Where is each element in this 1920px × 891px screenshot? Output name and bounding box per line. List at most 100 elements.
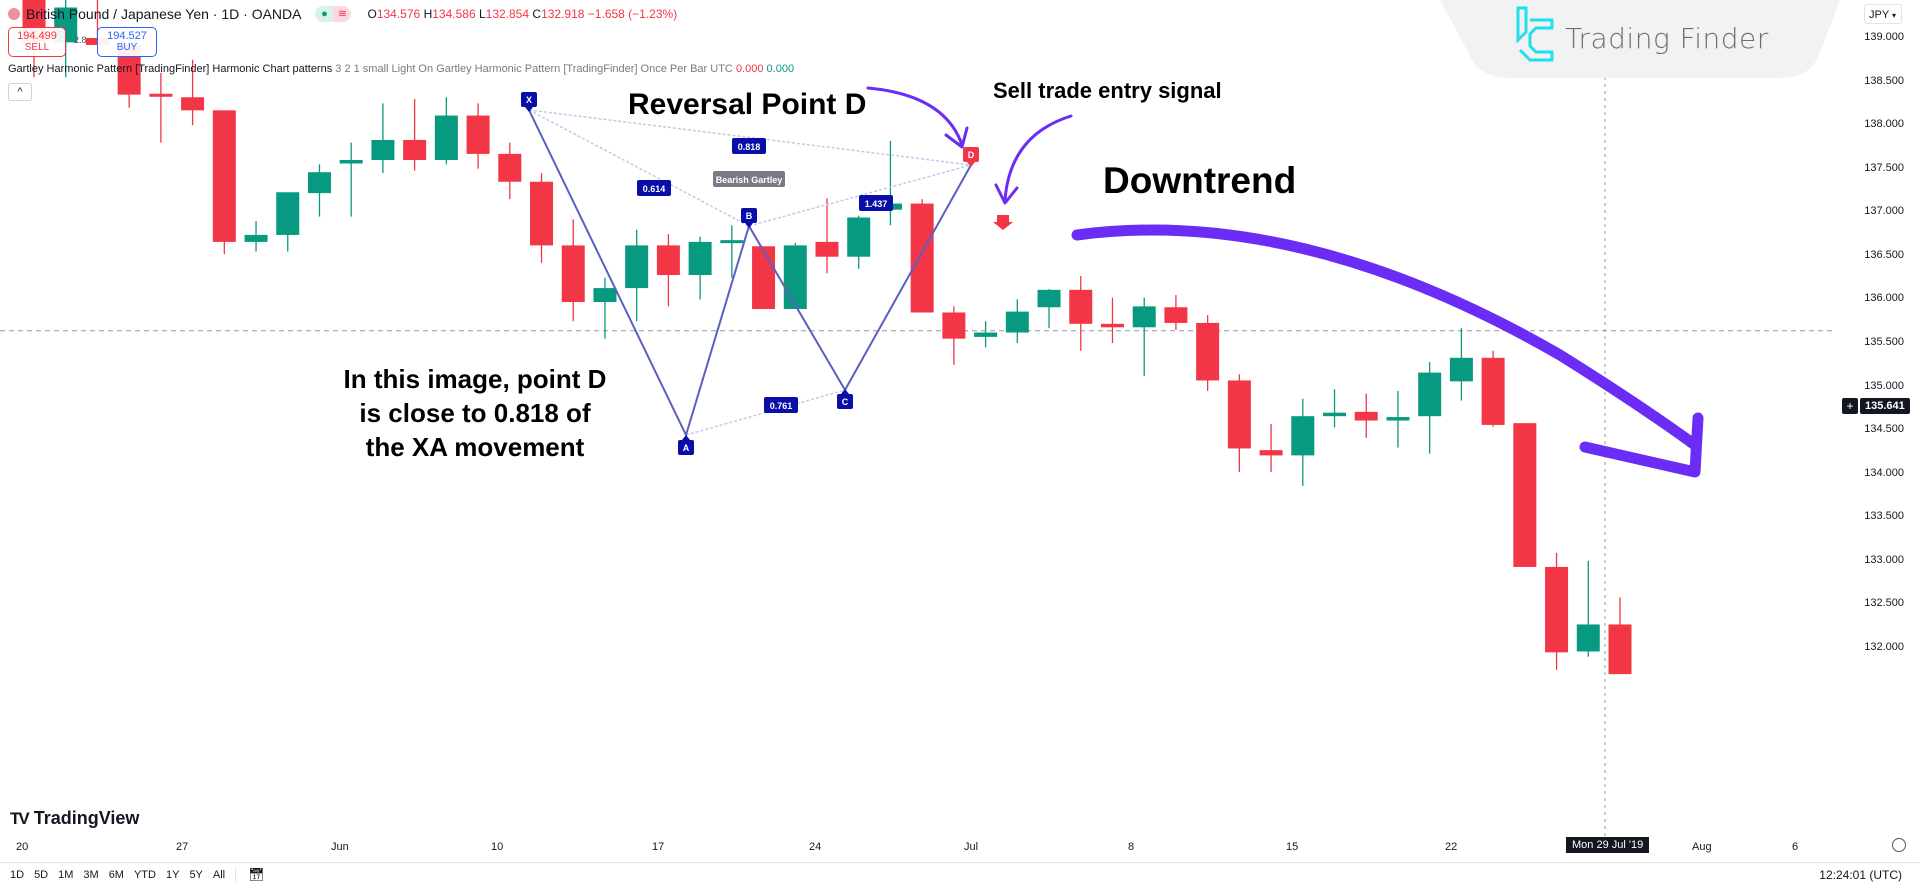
candle[interactable] [561,219,585,322]
sell-price: 194.499 [17,30,57,42]
candle[interactable] [530,173,554,263]
price-change: −1.658 (−1.23%) [587,7,678,21]
range-button-5y[interactable]: 5Y [189,869,203,881]
candle[interactable] [212,110,236,255]
symbol-title[interactable]: British Pound / Japanese Yen · 1D · OAND… [26,6,302,22]
candle[interactable] [656,234,680,307]
ohlc-values: O134.576 H134.586 L132.854 C132.918 −1.6… [367,7,678,21]
candle[interactable] [720,225,744,278]
candle[interactable] [434,97,458,165]
candle[interactable] [1418,362,1442,454]
candle[interactable] [149,72,173,143]
pattern-point-c: C [837,389,853,409]
indicator-params: 3 2 1 small Light On Gartley Harmonic Pa… [335,63,733,75]
candle[interactable] [1481,350,1505,427]
candle[interactable] [1608,597,1632,675]
candle[interactable] [593,277,617,339]
time-tick: 20 [16,841,29,853]
axis-settings-gear-icon[interactable] [1892,838,1906,852]
candle[interactable] [783,242,807,310]
time-tick: 6 [1792,841,1799,853]
price-tick: 135.000 [1864,379,1904,392]
indicator-legend[interactable]: Gartley Harmonic Pattern [TradingFinder]… [8,63,794,75]
currency-selector[interactable]: JPY ▾ [1864,4,1902,24]
range-button-1d[interactable]: 1D [10,869,25,881]
candle[interactable] [1196,315,1220,391]
candle[interactable] [1291,398,1315,486]
toolbar-divider [235,867,237,883]
candle[interactable] [339,142,363,217]
price-tick: 136.000 [1864,292,1904,305]
add-alert-plus-icon[interactable]: + [1842,398,1858,414]
candle[interactable] [1545,552,1569,670]
candle[interactable] [466,103,490,169]
candle[interactable] [1100,297,1124,343]
range-button-3m[interactable]: 3M [83,869,99,881]
range-button-ytd[interactable]: YTD [133,869,156,881]
symbol-header: British Pound / Japanese Yen · 1D · OAND… [8,6,677,22]
candle[interactable] [847,215,871,269]
price-tick: 137.000 [1864,205,1904,218]
price-tick: 138.500 [1864,74,1904,87]
candle[interactable] [1005,299,1029,343]
indicator-name: Gartley Harmonic Pattern [TradingFinder]… [8,63,333,75]
candle[interactable] [1037,288,1061,329]
candle[interactable] [625,229,649,322]
candle[interactable] [276,192,300,252]
svg-text:A: A [683,443,690,453]
candle[interactable] [1386,390,1410,448]
candle[interactable] [403,98,427,171]
candle[interactable] [498,142,522,200]
candle[interactable] [942,306,966,365]
svg-text:0.614: 0.614 [643,184,666,194]
tradingview-mark-icon: TV [10,808,30,828]
time-tick: 15 [1286,841,1299,853]
buy-button[interactable]: 194.527 BUY [97,27,157,57]
candle[interactable] [974,321,998,348]
chevron-down-icon: ▾ [1892,11,1897,20]
crosshair-date-tag: Mon 29 Jul '19 [1566,837,1650,853]
candle[interactable] [815,198,839,274]
candle[interactable] [910,199,934,313]
sell-button[interactable]: 194.499 SELL [8,27,66,57]
svg-text:Bearish Gartley: Bearish Gartley [716,175,783,185]
candle[interactable] [1513,423,1537,567]
pattern-point-b: B [741,208,757,228]
price-tick: 133.000 [1864,553,1904,566]
candle[interactable] [1259,424,1283,472]
spread-value: 2.8 [74,35,87,45]
annotation-note: In this image, point D is close to 0.818… [343,364,607,462]
time-tick: 10 [491,841,504,853]
candle[interactable] [244,220,268,252]
candle[interactable] [1164,295,1188,330]
range-button-all[interactable]: All [212,869,226,881]
price-tick: 135.500 [1864,335,1904,348]
candle[interactable] [1576,560,1600,657]
svg-text:1.437: 1.437 [865,199,888,209]
candle[interactable] [1354,393,1378,438]
candle[interactable] [1449,328,1473,401]
candle[interactable] [1069,275,1093,351]
candle[interactable] [181,59,205,126]
candle[interactable] [752,246,776,310]
range-button-1y[interactable]: 1Y [165,869,180,881]
go-to-date-calendar-icon[interactable]: 📅︎ [248,867,265,882]
candle[interactable] [1227,374,1251,472]
range-button-5d[interactable]: 5D [34,869,49,881]
bottom-toolbar: 1D 5D 1M 3M 6M YTD 1Y 5Y All 📅︎ 12:24:01 (UTC) [0,862,1920,887]
candle[interactable] [1323,389,1347,428]
candle[interactable] [371,103,395,174]
tradingview-logo[interactable]: TV TradingView [10,808,140,828]
time-tick: Jun [331,841,349,853]
market-status[interactable]: ● ≋ [315,6,352,22]
candle[interactable] [307,164,331,217]
time-tick: 8 [1128,841,1135,853]
range-button-6m[interactable]: 6M [108,869,124,881]
utc-clock[interactable]: 12:24:01 (UTC) [1819,868,1902,882]
candle[interactable] [1132,297,1156,377]
candle[interactable] [688,236,712,300]
collapse-legend-button[interactable]: ^ [8,83,32,101]
range-button-1m[interactable]: 1M [58,869,74,881]
